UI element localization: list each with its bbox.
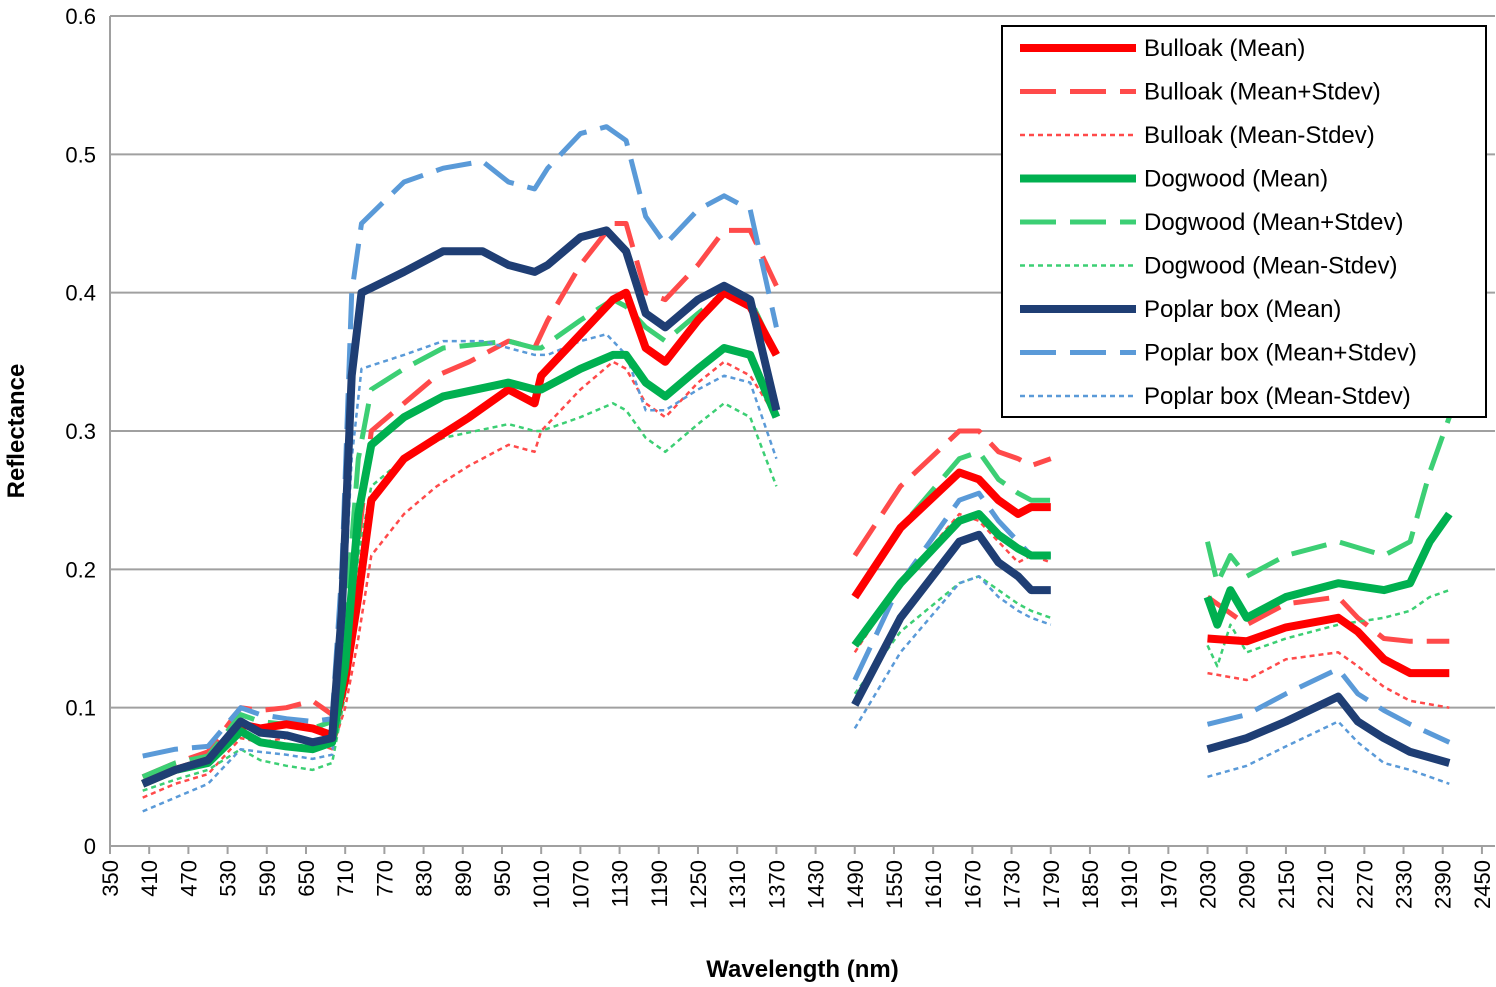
- x-tick-label: 710: [333, 860, 358, 897]
- series-segment: [852, 449, 1051, 599]
- series-segment: [1207, 651, 1450, 709]
- x-tick-label: 1850: [1078, 860, 1103, 909]
- x-tick-label: 1070: [568, 860, 593, 909]
- series-segment: [1207, 613, 1450, 678]
- series-segment: [141, 344, 781, 788]
- series-segment: [1205, 416, 1452, 586]
- y-tick-label: 0.2: [65, 557, 96, 582]
- x-tick-label: 1190: [647, 860, 672, 907]
- x-tick-label: 1250: [686, 860, 711, 909]
- x-tick-label: 770: [372, 860, 397, 897]
- legend-entry: Bulloak (Mean-Stdev): [1144, 122, 1375, 149]
- legend-entry: Dogwood (Mean-Stdev): [1144, 253, 1397, 280]
- legend-entry: Bulloak (Mean): [1144, 35, 1305, 62]
- x-tick-label: 1370: [764, 860, 789, 909]
- x-tick-label: 2030: [1196, 860, 1221, 909]
- x-tick-label: 2150: [1274, 860, 1299, 909]
- legend-entry: Dogwood (Mean+Stdev): [1144, 209, 1403, 236]
- x-tick-label: 1490: [843, 860, 868, 909]
- x-tick-label: 1910: [1117, 860, 1142, 909]
- series-segment: [142, 124, 779, 759]
- x-tick-label: 1970: [1156, 860, 1181, 909]
- series-segment: [851, 510, 1051, 648]
- series-segment: [141, 290, 779, 780]
- y-tick-labels: 0 0.1 0.2 0.3 0.4 0.5 0.6: [65, 4, 96, 859]
- y-tick-label: 0.3: [65, 419, 96, 444]
- x-tick-label: 1550: [882, 860, 907, 909]
- series-segment: [1206, 666, 1451, 745]
- y-tick-label: 0: [84, 834, 96, 859]
- series-segment: [142, 360, 778, 799]
- x-tick-label: 1310: [725, 860, 750, 909]
- legend-entry: Poplar box (Mean): [1144, 296, 1341, 323]
- legend-entry: Poplar box (Mean-Stdev): [1144, 383, 1411, 410]
- series-segment: [1206, 588, 1450, 668]
- x-tick-label: 890: [451, 860, 476, 897]
- x-tick-label: 2090: [1235, 860, 1260, 909]
- x-tick-label: 950: [490, 860, 515, 897]
- x-tick-label: 530: [216, 860, 241, 897]
- series-line: [141, 290, 1452, 780]
- x-tick-label: 2330: [1392, 860, 1417, 909]
- series-segment: [141, 221, 779, 780]
- x-tick-label: 2270: [1352, 860, 1377, 909]
- series-line: [141, 221, 1450, 780]
- y-tick-label: 0.5: [65, 142, 96, 167]
- x-tick-label: 1010: [529, 860, 554, 909]
- x-tick-label: 2450: [1470, 860, 1495, 909]
- x-tick-label: 650: [294, 860, 319, 897]
- x-tick-label: 470: [176, 860, 201, 897]
- series-line: [142, 332, 1450, 813]
- x-tick-label: 1610: [921, 860, 946, 909]
- legend: Bulloak (Mean) Bulloak (Mean+Stdev) Bulloa…: [1001, 25, 1487, 418]
- series-segment: [142, 332, 778, 813]
- legend-entry: Dogwood (Mean): [1144, 166, 1328, 193]
- series-segment: [851, 468, 1051, 600]
- x-tick-label: 2390: [1431, 860, 1456, 909]
- x-axis-label: Wavelength (nm): [706, 956, 898, 983]
- x-tick-label: 1430: [804, 860, 829, 909]
- x-tick-label: 1130: [608, 860, 633, 907]
- x-tick-label: 830: [412, 860, 437, 897]
- x-tick-label: 1790: [1039, 860, 1064, 909]
- x-tick-label: 350: [98, 860, 123, 897]
- x-tick-label: 1730: [1000, 860, 1025, 909]
- x-tick-label: 1670: [960, 860, 985, 909]
- series-segment: [1206, 594, 1450, 644]
- series-line: [141, 226, 1451, 788]
- series-segment: [1203, 511, 1453, 629]
- series-segment: [1207, 720, 1450, 785]
- x-tick-label: 2210: [1313, 860, 1338, 909]
- y-axis-label: Reflectance: [3, 364, 30, 499]
- series-lines: [141, 124, 1453, 813]
- legend-entry: Bulloak (Mean+Stdev): [1144, 79, 1381, 106]
- y-tick-label: 0.1: [65, 696, 96, 721]
- y-tick-label: 0.6: [65, 4, 96, 29]
- series-segment: [851, 530, 1051, 707]
- series-segment: [853, 575, 1052, 695]
- series-line: [141, 344, 1453, 788]
- series-segment: [853, 575, 1052, 730]
- y-tick-label: 0.4: [65, 281, 96, 306]
- x-tick-label: 590: [255, 860, 280, 897]
- legend-entry: Poplar box (Mean+Stdev): [1144, 340, 1417, 367]
- series-segment: [1206, 692, 1451, 767]
- x-tick-labels: 350 410 470 530 590 650 710 770 830 890 950 1010 107…: [98, 846, 1495, 909]
- x-tick-label: 410: [137, 860, 162, 897]
- series-segment: [141, 226, 781, 788]
